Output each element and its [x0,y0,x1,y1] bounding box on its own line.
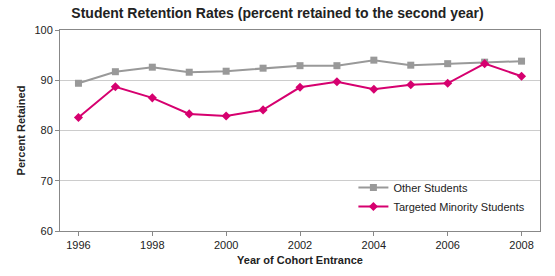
svg-text:Percent Retained: Percent Retained [15,86,27,176]
svg-text:90: 90 [41,74,53,86]
svg-text:2006: 2006 [435,239,459,251]
svg-text:1998: 1998 [140,239,164,251]
svg-text:100: 100 [34,24,52,36]
svg-text:2004: 2004 [362,239,386,251]
svg-text:2002: 2002 [288,239,312,251]
svg-text:1996: 1996 [66,239,90,251]
svg-text:Student Retention Rates (perce: Student Retention Rates (percent retaine… [71,5,483,21]
svg-text:Year of Cohort Entrance: Year of Cohort Entrance [237,254,363,266]
svg-text:Other Students: Other Students [393,182,467,194]
svg-text:2000: 2000 [214,239,238,251]
svg-text:2008: 2008 [509,239,533,251]
svg-text:70: 70 [41,175,53,187]
svg-text:80: 80 [41,124,53,136]
svg-text:Targeted Minority Students: Targeted Minority Students [393,201,524,213]
svg-text:60: 60 [41,225,53,237]
